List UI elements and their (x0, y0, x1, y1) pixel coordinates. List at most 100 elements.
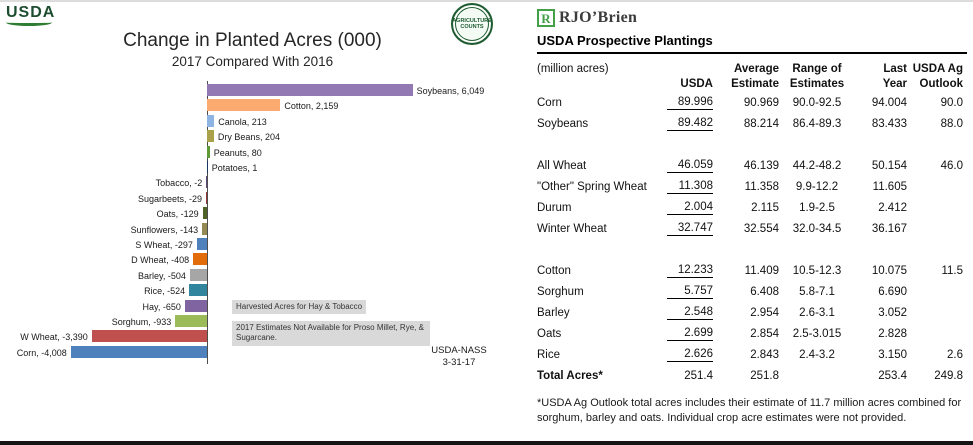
bar-chart: Soybeans, 6,049 Cotton, 2,159 Canola, 213 D… (12, 81, 532, 369)
row-label: All Wheat (537, 159, 587, 172)
table-cell: 3.150 (878, 348, 907, 361)
table-cell: 251.4 (684, 369, 713, 382)
bar-hay (184, 299, 207, 312)
source-line-2: 3-31-17 (442, 357, 476, 369)
chart-title: Change in Planted Acres (000) (123, 30, 382, 51)
row-label: Cotton (537, 264, 571, 277)
table-header-year: Last Year (882, 63, 907, 90)
bar-label-tobacco: Tobacco, -2 (155, 178, 203, 189)
table-cell: 253.4 (878, 369, 907, 382)
agriculture-counts-seal-text: AGRICULTURE COUNTS (452, 18, 492, 30)
table-cell: 3.052 (878, 306, 907, 319)
bar-cotton (207, 99, 281, 112)
table-cell: 5.757 (665, 281, 713, 302)
table-header-estimate: Average Estimate (731, 63, 779, 90)
bar-tobacco (206, 176, 207, 189)
table-cell: 90.969 (743, 96, 779, 109)
table-cell: 10.075 (871, 264, 907, 277)
source-label: USDA-NASS 3-31-17 (422, 345, 496, 370)
bar-label-d-wheat: D Wheat, -408 (131, 255, 190, 266)
table-cell: 32.747 (665, 218, 713, 239)
bar-label-sugarbeets: Sugarbeets, -29 (137, 193, 203, 204)
table-cell: 2.6-3.1 (799, 306, 835, 319)
bar-label-potatoes: Potatoes, 1 (211, 163, 258, 173)
table-header-row: (million acres) USDA Average Estimate Range… (537, 58, 963, 92)
table-row: Rice 2.626 2.843 2.4-3.2 3.150 2.6 (537, 344, 963, 365)
bar-label-sunflowers: Sunflowers, -143 (130, 224, 199, 235)
table-row: "Other" Spring Wheat 11.308 11.358 9.9-12.2… (537, 176, 963, 197)
row-label: Winter Wheat (537, 222, 607, 235)
table-header-unit: (million acres) (537, 63, 609, 75)
bar-sunflowers (202, 222, 207, 235)
bar-sugarbeets (206, 191, 207, 204)
bar-label-soybeans: Soybeans, 6,049 (416, 86, 485, 96)
table-cell: 86.4-89.3 (792, 117, 842, 130)
bar-label-oats: Oats, -129 (156, 209, 199, 220)
table-cell: 249.8 (934, 369, 963, 382)
table-cell: 83.433 (871, 117, 907, 130)
bar-oats (202, 207, 207, 220)
bar-label-cotton: Cotton, 2,159 (284, 101, 339, 112)
row-label: Oats (537, 327, 562, 340)
row-label: Corn (537, 96, 562, 109)
table-cell: 11.358 (744, 180, 779, 193)
bar-soybeans (207, 84, 413, 96)
table-header-estimates: Range of Estimates (789, 63, 845, 90)
bar-dry-beans (207, 130, 214, 143)
table-cell: 88.214 (743, 117, 779, 130)
table-header-outlook: USDA Ag Outlook (912, 63, 963, 90)
bar-d-wheat (193, 253, 207, 266)
table-cell: 90.0 (940, 96, 963, 109)
bar-corn (70, 345, 207, 358)
table-cell: 10.5-12.3 (792, 264, 842, 277)
table-cell: 89.482 (665, 113, 713, 134)
table-cell: 50.154 (871, 159, 907, 172)
bar-canola (207, 114, 215, 127)
table-cell (907, 176, 963, 197)
table-row: Barley 2.548 2.954 2.6-3.1 3.052 (537, 302, 963, 323)
agriculture-counts-seal-icon: AGRICULTURE COUNTS (451, 3, 493, 45)
table-cell: 2.5-3.015 (792, 327, 842, 340)
table-cell: 32.0-34.5 (792, 222, 842, 235)
bottom-border-bar (0, 441, 973, 445)
bar-label-s-wheat: S Wheat, -297 (135, 240, 193, 250)
table-cell: 88.0 (940, 117, 963, 130)
usda-swoosh-icon (6, 19, 52, 26)
table-row: Sorghum 5.757 6.408 5.8-7.1 6.690 (537, 281, 963, 302)
annotation-estimates-unavailable: 2017 Estimates Not Available for Proso M… (232, 321, 430, 346)
table-cell (907, 218, 963, 239)
table-cell: 32.554 (743, 222, 779, 235)
table-cell: 46.0 (940, 159, 963, 172)
planted-acres-chart-panel: USDA Change in Planted Acres (000) 2017 … (6, 3, 532, 370)
plantings-table: (million acres) USDA Average Estimate Range… (537, 58, 963, 386)
table-cell: 2.854 (750, 327, 779, 340)
source-line-1: USDA-NASS (431, 345, 487, 356)
rjobrien-logo: R RJO’Brien (537, 6, 967, 30)
table-cell: 9.9-12.2 (795, 180, 839, 193)
table-cell: 44.2-48.2 (792, 159, 842, 172)
table-row: Cotton 12.233 11.409 10.5-12.3 10.075 11.5 (537, 260, 963, 281)
table-cell (907, 197, 963, 218)
table-cell: 90.0-92.5 (792, 96, 842, 109)
table-header-usda: USDA (680, 78, 713, 90)
row-label: Durum (537, 201, 572, 214)
annotation-hay-tobacco: Harvested Acres for Hay & Tobacco (232, 300, 367, 315)
row-label: "Other" Spring Wheat (537, 180, 647, 193)
zero-axis-line (207, 81, 208, 364)
table-cell: 46.059 (665, 155, 713, 176)
table-cell: 12.233 (665, 260, 713, 281)
table-cell: 11.409 (744, 264, 779, 277)
table-cell: 11.605 (872, 180, 907, 193)
chart-subtitle: 2017 Compared With 2016 (171, 54, 334, 69)
top-divider-line (0, 0, 973, 2)
bar-label-canola: Canola, 213 (218, 116, 267, 127)
table-cell: 1.9-2.5 (799, 201, 835, 214)
table-cell: 2.843 (750, 348, 779, 361)
table-cell: 2.828 (878, 327, 907, 340)
table-cell: 251.8 (750, 369, 779, 382)
table-title: USDA Prospective Plantings (537, 30, 967, 54)
bar-label-barley: Barley, -504 (138, 270, 186, 281)
bar-w-wheat (91, 330, 207, 343)
bar-sorghum (175, 315, 207, 327)
table-cell: 11.5 (941, 264, 963, 277)
